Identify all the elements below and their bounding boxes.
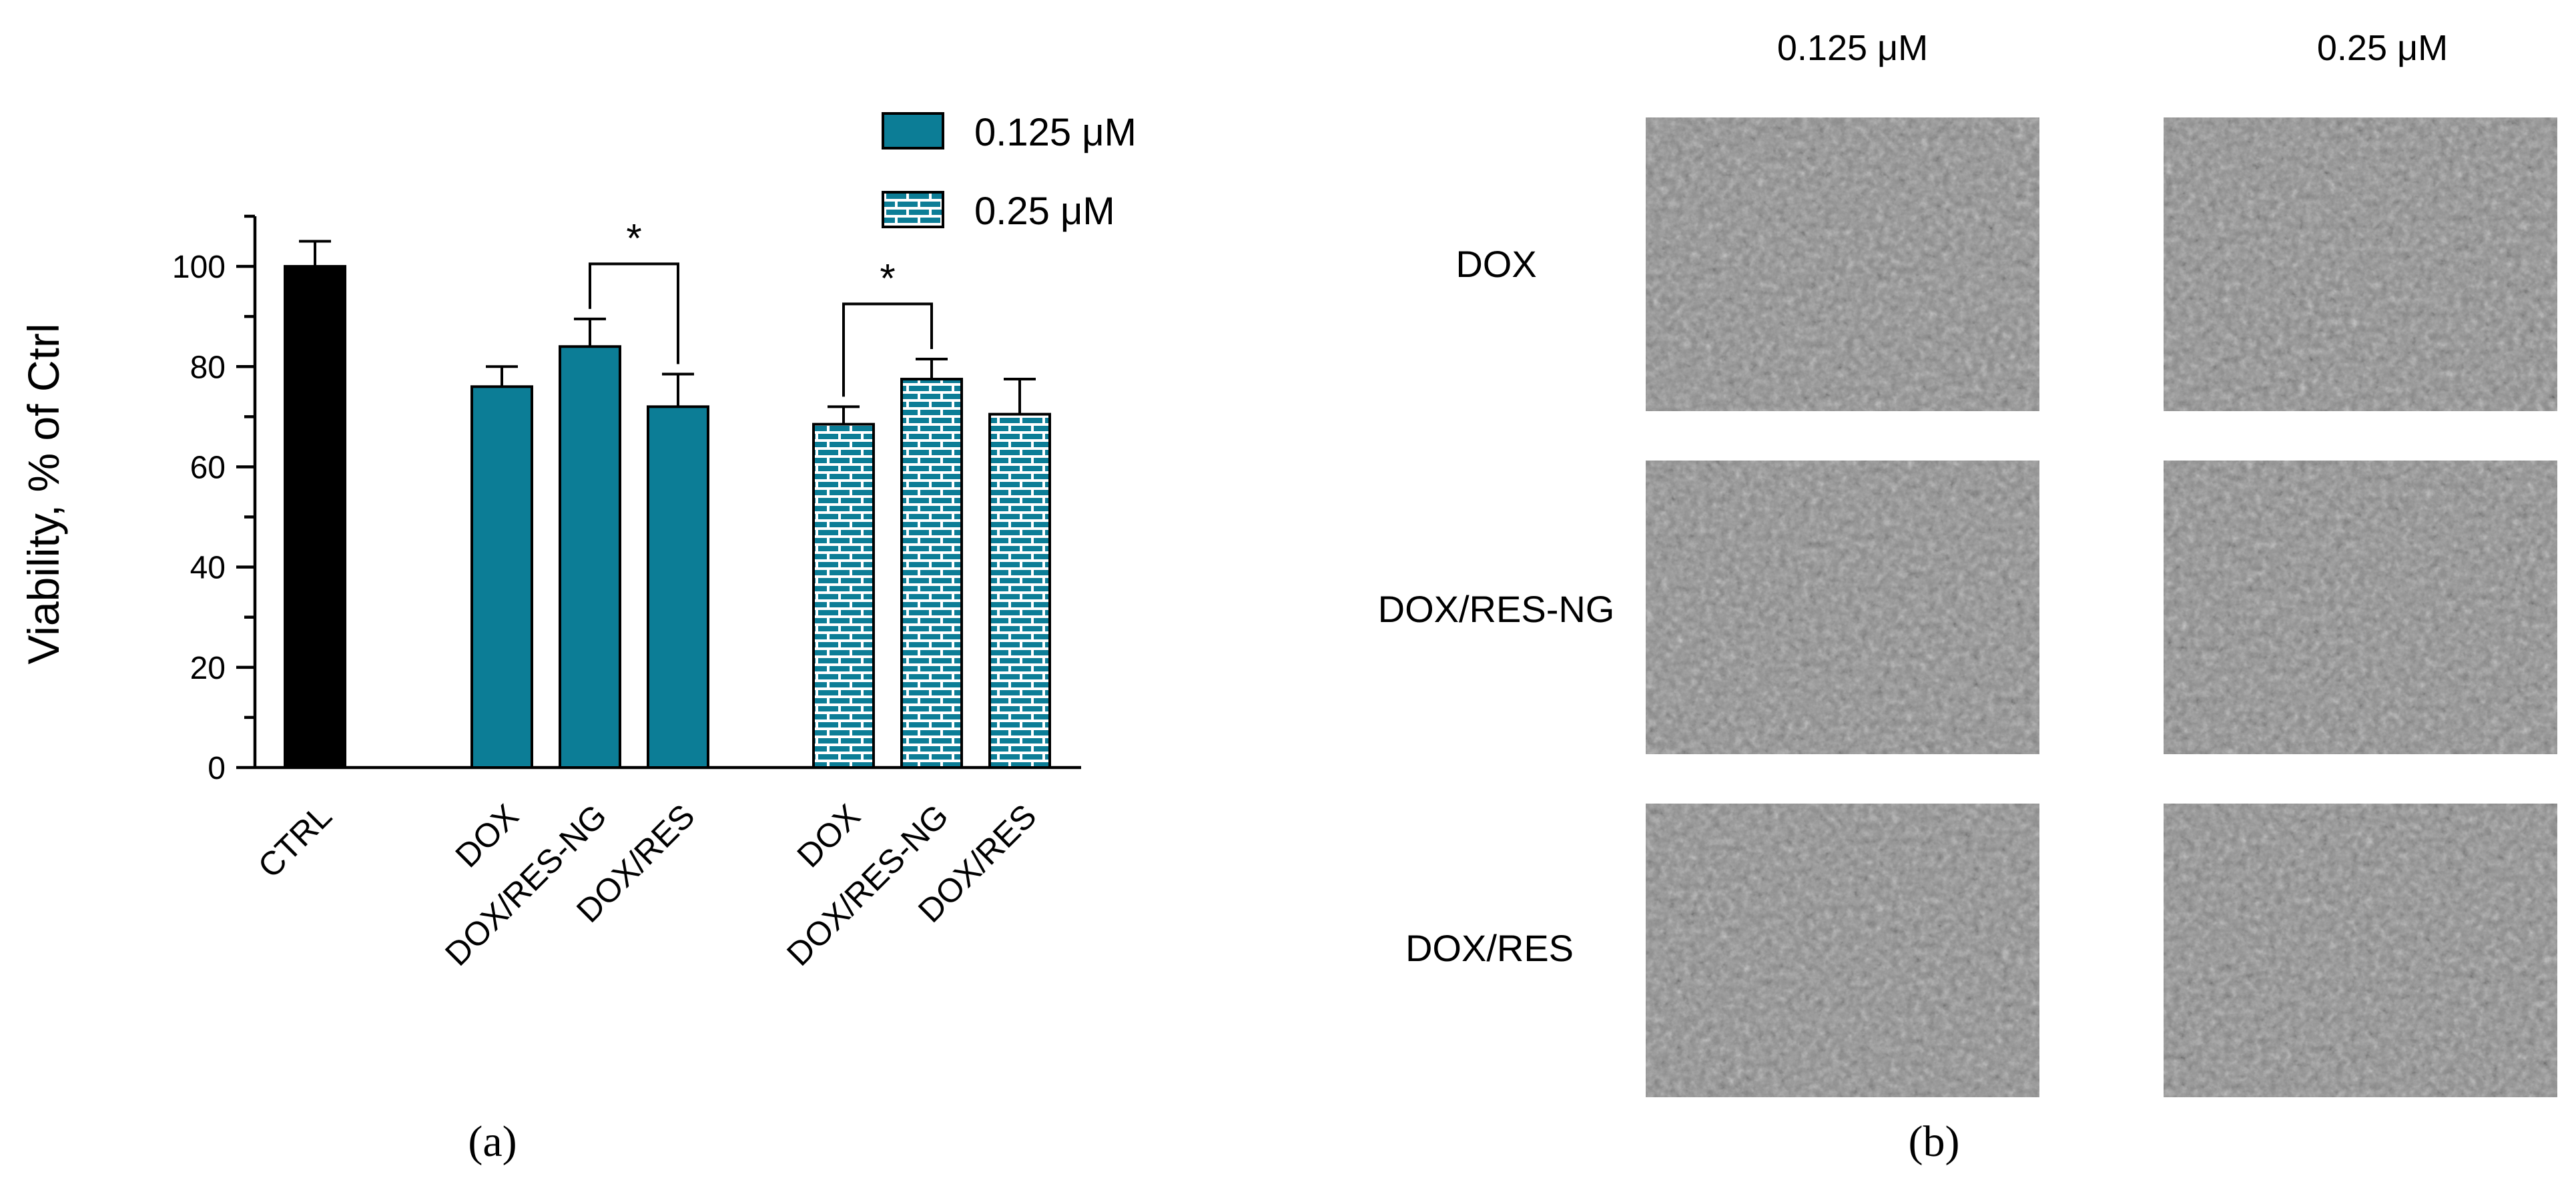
bar	[559, 345, 621, 769]
y-tick-label: 100	[172, 250, 226, 285]
significance-bracket	[589, 262, 679, 364]
panel-label-a: (a)	[468, 1117, 517, 1166]
micrograph-image	[2164, 117, 2557, 411]
micrograph-image	[2164, 461, 2557, 754]
significance-star: *	[626, 216, 641, 260]
bar	[988, 412, 1051, 769]
legend-label-0: 0.125 μM	[974, 111, 1137, 154]
significance-star: *	[880, 256, 895, 300]
row-label-1: DOX/RES-NG	[1378, 588, 1615, 630]
bar	[812, 422, 875, 769]
bar	[284, 265, 346, 770]
column-label-1: 0.25 μM	[2317, 28, 2448, 68]
row-label-2: DOX/RES	[1405, 927, 1574, 969]
row-label-0: DOX	[1456, 243, 1536, 285]
micrograph-grid: 0.125 μM 0.25 μM DOX DOX/RES-NG DOX/RES	[1378, 28, 2557, 1097]
micrograph-image	[2164, 804, 2557, 1097]
x-category-label: DOX	[790, 797, 868, 874]
x-category-label: CTRL	[251, 797, 339, 885]
micrograph-image	[1646, 461, 2039, 754]
panel-label-b: (b)	[1909, 1117, 1960, 1166]
y-axis-title: Viability, % of Ctrl	[19, 323, 68, 664]
significance-bracket	[842, 302, 933, 397]
legend-label-1: 0.25 μM	[974, 190, 1115, 233]
y-tick-label: 20	[190, 651, 226, 686]
column-label-0: 0.125 μM	[1777, 28, 1928, 68]
x-category-label: DOX	[448, 797, 526, 874]
bar	[470, 385, 533, 769]
micrograph-image	[1646, 804, 2039, 1097]
y-tick-label: 0	[208, 751, 226, 786]
bar	[900, 378, 963, 769]
y-tick-label: 60	[190, 450, 226, 485]
legend-swatch-solid	[882, 112, 944, 150]
y-tick-label: 40	[190, 551, 226, 586]
legend-swatch-hatched	[882, 191, 944, 228]
y-tick-label: 80	[190, 350, 226, 385]
micrograph-image	[1646, 117, 2039, 411]
bar	[647, 405, 709, 769]
legend: 0.125 μM 0.25 μM	[882, 111, 1137, 233]
